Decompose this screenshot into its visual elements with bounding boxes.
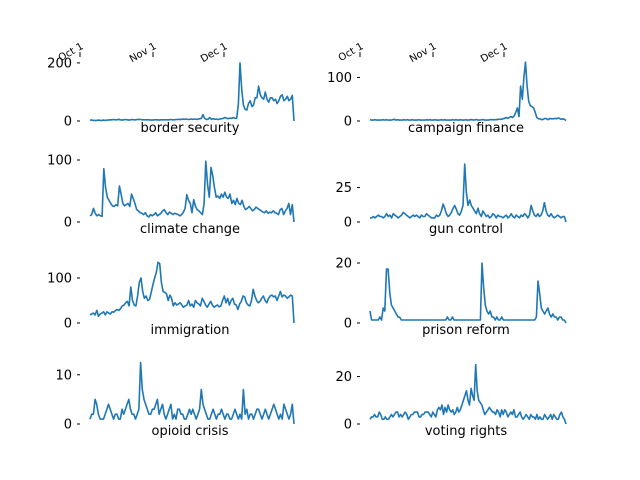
series-line-opioid-crisis [89,361,295,425]
panel-title: voting rights [425,424,508,439]
series-line-prison-reform [369,262,567,324]
series-line-voting-rights [369,363,567,425]
date-tick-labels: Oct 1 Nov 1 Dec 1 Oct 1 Nov 1 Dec 1 [57,41,510,65]
y-tick-label: 10 [55,368,72,383]
date-ticks-left: Oct 1 Nov 1 Dec 1 [57,41,230,65]
y-tick-label: 0 [64,115,72,130]
y-tick-label: 0 [344,216,352,231]
panel-title: prison reform [422,323,510,338]
panel-title: campaign finance [408,121,524,136]
panel-voting-rights: 0 20 voting rights [335,363,567,439]
date-ticks-right: Oct 1 Nov 1 Dec 1 [337,41,510,65]
y-tick-label: 200 [47,56,72,71]
panel-title: border security [141,121,240,136]
y-tick-label: 0 [344,418,352,433]
y-tick-label: 0 [64,216,72,231]
y-tick-label: 100 [327,71,352,86]
series-line-border-security [90,62,295,122]
y-tick-label: 100 [47,272,72,287]
date-tick-label: Dec 1 [479,41,510,65]
y-tick-label: 0 [64,317,72,332]
y-tick-label: 25 [335,181,352,196]
y-tick-label: 100 [47,154,72,169]
series-line-campaign-finance [369,61,567,122]
panel-gun-control: 0 25 gun control [335,163,567,237]
y-tick-label: 0 [344,317,352,332]
panel-title: immigration [150,323,229,338]
panel-title: opioid crisis [151,424,228,439]
panel-border-security: 0 200 border security [47,56,295,136]
panel-opioid-crisis: 0 10 opioid crisis [55,361,295,439]
series-line-climate-change [89,160,295,223]
series-line-immigration [89,261,295,324]
date-tick-label: Nov 1 [408,41,439,65]
y-tick-label: 20 [335,257,352,272]
date-tick-label: Dec 1 [199,41,230,65]
panel-campaign-finance: 0 100 campaign finance [327,61,567,136]
y-tick-label: 0 [344,115,352,130]
panel-climate-change: 0 100 climate change [47,154,295,237]
panel-prison-reform: 0 20 prison reform [335,257,567,338]
y-tick-label: 20 [335,370,352,385]
y-tick-label: 0 [64,418,72,433]
series-line-gun-control [370,163,567,223]
panel-immigration: 0 100 immigration [47,261,295,338]
panel-title: climate change [140,222,240,237]
date-tick-label: Nov 1 [128,41,159,65]
date-tick-label: Oct 1 [337,41,366,64]
panel-title: gun control [429,222,503,237]
